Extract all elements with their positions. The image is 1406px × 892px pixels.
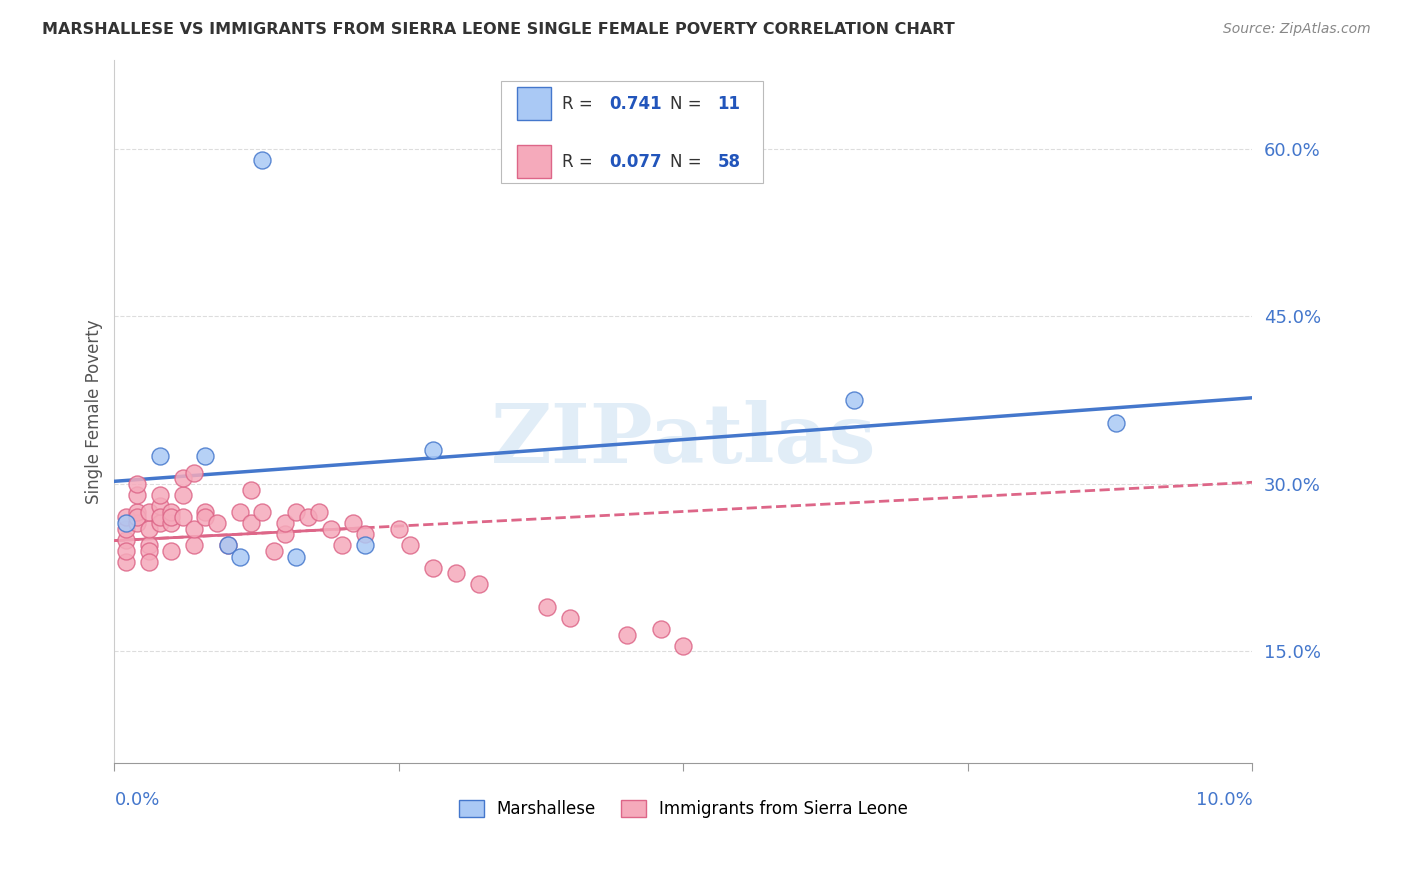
Text: N =: N =	[669, 95, 702, 113]
Point	[114, 522, 136, 536]
Point	[183, 466, 205, 480]
Point	[422, 443, 444, 458]
Point	[160, 510, 183, 524]
Point	[114, 533, 136, 547]
Point	[160, 516, 183, 530]
Text: R =: R =	[561, 95, 592, 113]
Point	[194, 510, 217, 524]
Point	[422, 560, 444, 574]
Point	[672, 639, 695, 653]
Point	[330, 538, 353, 552]
Point	[650, 622, 672, 636]
Point	[616, 628, 638, 642]
Point	[172, 488, 194, 502]
Point	[252, 505, 274, 519]
Point	[114, 544, 136, 558]
Point	[127, 505, 149, 519]
Point	[217, 538, 239, 552]
Point	[114, 555, 136, 569]
Point	[114, 516, 136, 530]
Point	[149, 500, 172, 514]
Point	[536, 599, 558, 614]
Point	[138, 505, 160, 519]
Point	[558, 611, 581, 625]
Point	[183, 538, 205, 552]
Text: R =: R =	[561, 153, 592, 170]
Point	[388, 522, 411, 536]
Text: 0.0%: 0.0%	[114, 791, 160, 809]
Point	[149, 449, 172, 463]
Text: ZIPatlas: ZIPatlas	[491, 400, 876, 480]
Point	[444, 566, 467, 581]
Point	[240, 516, 263, 530]
Point	[138, 544, 160, 558]
Legend: Marshallese, Immigrants from Sierra Leone: Marshallese, Immigrants from Sierra Leon…	[451, 794, 915, 825]
Point	[114, 510, 136, 524]
Point	[263, 544, 285, 558]
Text: 11: 11	[717, 95, 741, 113]
Text: 10.0%: 10.0%	[1195, 791, 1253, 809]
FancyBboxPatch shape	[517, 145, 551, 178]
Point	[252, 153, 274, 167]
Point	[399, 538, 422, 552]
Point	[228, 549, 250, 564]
Point	[228, 505, 250, 519]
Point	[149, 510, 172, 524]
Point	[127, 488, 149, 502]
Text: N =: N =	[669, 153, 702, 170]
Point	[297, 510, 319, 524]
Point	[138, 538, 160, 552]
Text: Source: ZipAtlas.com: Source: ZipAtlas.com	[1223, 22, 1371, 37]
Text: 58: 58	[717, 153, 741, 170]
Point	[149, 488, 172, 502]
Text: MARSHALLESE VS IMMIGRANTS FROM SIERRA LEONE SINGLE FEMALE POVERTY CORRELATION CH: MARSHALLESE VS IMMIGRANTS FROM SIERRA LE…	[42, 22, 955, 37]
Text: 0.077: 0.077	[609, 153, 662, 170]
Point	[194, 505, 217, 519]
Point	[183, 522, 205, 536]
Point	[1105, 416, 1128, 430]
Point	[138, 522, 160, 536]
Point	[217, 538, 239, 552]
Point	[172, 471, 194, 485]
Text: 0.741: 0.741	[609, 95, 662, 113]
FancyBboxPatch shape	[502, 80, 763, 183]
Point	[319, 522, 342, 536]
Point	[285, 505, 308, 519]
Point	[240, 483, 263, 497]
Point	[342, 516, 364, 530]
Point	[149, 516, 172, 530]
Point	[308, 505, 330, 519]
Point	[160, 544, 183, 558]
Point	[467, 577, 489, 591]
FancyBboxPatch shape	[517, 87, 551, 120]
Point	[127, 510, 149, 524]
Y-axis label: Single Female Poverty: Single Female Poverty	[86, 319, 103, 504]
Point	[127, 477, 149, 491]
Point	[274, 516, 297, 530]
Point	[194, 449, 217, 463]
Point	[353, 538, 375, 552]
Point	[285, 549, 308, 564]
Point	[138, 555, 160, 569]
Point	[127, 516, 149, 530]
Point	[844, 393, 866, 408]
Point	[274, 527, 297, 541]
Point	[205, 516, 228, 530]
Point	[160, 505, 183, 519]
Point	[353, 527, 375, 541]
Point	[172, 510, 194, 524]
